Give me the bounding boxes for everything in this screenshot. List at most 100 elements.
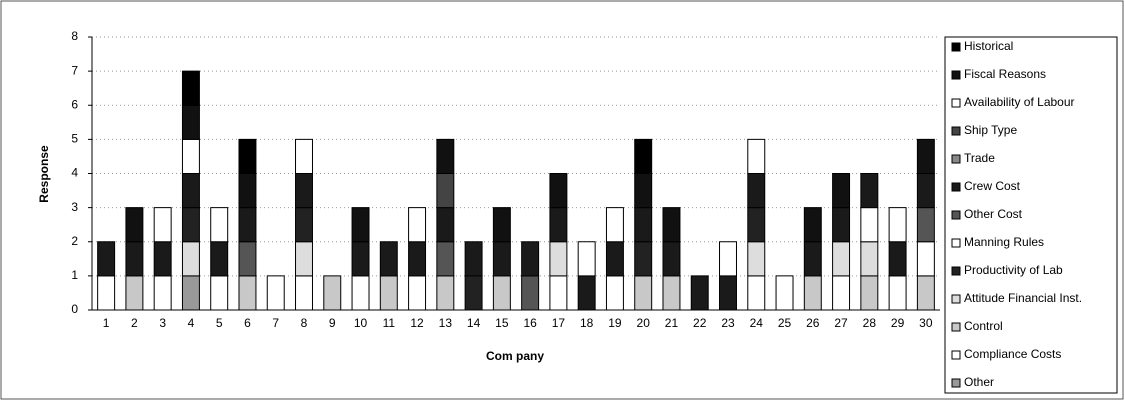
legend-label: Availability of Labour (964, 95, 1075, 109)
bar-segment (634, 241, 653, 277)
x-tick-label: 7 (272, 316, 279, 330)
bar-segment (662, 275, 681, 311)
bar-segment (181, 241, 200, 277)
bar-segment (181, 70, 200, 106)
x-tick-label: 27 (834, 316, 848, 330)
legend-swatch (951, 266, 961, 276)
legend-swatch (951, 294, 961, 304)
bar-segment (181, 275, 200, 311)
x-tick-label: 18 (580, 316, 594, 330)
x-tick-label: 14 (467, 316, 481, 330)
x-tick-label: 22 (693, 316, 707, 330)
bar-segment (860, 275, 879, 311)
x-tick-label: 21 (665, 316, 679, 330)
bar-segment (295, 173, 313, 209)
x-tick-label: 30 (919, 316, 933, 330)
bar-segment (153, 207, 172, 243)
x-tick-label: 26 (806, 316, 820, 330)
bar-segment (351, 275, 370, 311)
x-tick-label: 3 (159, 316, 166, 330)
legend-label: Crew Cost (964, 179, 1021, 193)
y-tick-label: 4 (71, 166, 78, 180)
bar-segment (436, 173, 455, 209)
bar-segment (323, 275, 342, 311)
bar-segment (408, 275, 427, 311)
x-tick-label: 1 (103, 316, 110, 330)
x-tick-label: 17 (552, 316, 566, 330)
bar-segment (577, 241, 596, 277)
legend-label: Historical (964, 39, 1013, 53)
bar-segment (747, 241, 766, 277)
bar-segment (832, 207, 851, 243)
bar-segment (379, 275, 398, 311)
legend-label: Fiscal Reasons (964, 67, 1046, 81)
bar-segment (549, 207, 568, 243)
bar-segment (238, 207, 257, 243)
bar-segment (97, 241, 116, 277)
y-tick-label: 7 (71, 63, 78, 77)
legend-label: Productivity of Lab (964, 263, 1063, 277)
y-tick-label: 5 (71, 132, 78, 146)
bar-segment (888, 275, 907, 311)
legend-swatch (951, 42, 961, 52)
x-tick-label: 29 (891, 316, 905, 330)
bar-segment (549, 275, 568, 311)
bar-segment (860, 173, 879, 209)
bar-segment (238, 173, 257, 209)
bar-segment (295, 275, 313, 311)
bar-segment (436, 207, 455, 243)
bar-segment (351, 207, 370, 243)
legend-label: Compliance Costs (964, 347, 1061, 361)
legend-swatch (951, 126, 961, 136)
y-tick-label: 6 (71, 97, 78, 111)
bar-segment (238, 138, 257, 174)
bar-segment (888, 207, 907, 243)
bar-segment (662, 207, 681, 243)
bar-segment (860, 241, 879, 277)
bar-segment (492, 207, 511, 243)
bar-segment (521, 275, 540, 311)
bar-segment (521, 241, 540, 277)
bar-segment (153, 241, 172, 277)
legend-swatch (951, 154, 961, 164)
bar-segment (634, 207, 653, 243)
x-tick-label: 15 (495, 316, 509, 330)
x-tick-label: 10 (354, 316, 368, 330)
x-tick-label: 13 (439, 316, 453, 330)
bar-segment (181, 173, 200, 209)
bar-segment (634, 138, 653, 174)
bar-segment (295, 241, 313, 277)
bar-segment (775, 275, 794, 311)
legend-swatch (951, 322, 961, 332)
bar-segment (634, 173, 653, 209)
bar-segment (238, 241, 257, 277)
bar-segment (181, 104, 200, 140)
bar-segment (549, 241, 568, 277)
x-tick-label: 20 (637, 316, 651, 330)
bar-segment (464, 275, 483, 311)
legend-label: Control (964, 319, 1003, 333)
bar-segment (690, 275, 709, 311)
bar-segment (549, 173, 568, 209)
legend-swatch (951, 378, 961, 388)
bar-segment (492, 275, 511, 311)
bar-segment (719, 275, 737, 311)
bar-segment (210, 275, 229, 311)
y-tick-label: 1 (71, 268, 78, 282)
bar-segment (803, 275, 822, 311)
bar-segment (860, 207, 879, 243)
bar-segment (210, 207, 229, 243)
x-tick-label: 2 (131, 316, 138, 330)
x-tick-label: 23 (721, 316, 735, 330)
bar-segment (747, 207, 766, 243)
bar-segment (888, 241, 907, 277)
y-tick-label: 3 (71, 200, 78, 214)
x-tick-label: 28 (863, 316, 877, 330)
bar-segment (125, 241, 144, 277)
x-tick-label: 11 (383, 316, 396, 330)
bar-segment (295, 207, 313, 243)
bar-segment (605, 275, 624, 311)
bar-segment (747, 173, 766, 209)
legend-swatch (951, 238, 961, 248)
